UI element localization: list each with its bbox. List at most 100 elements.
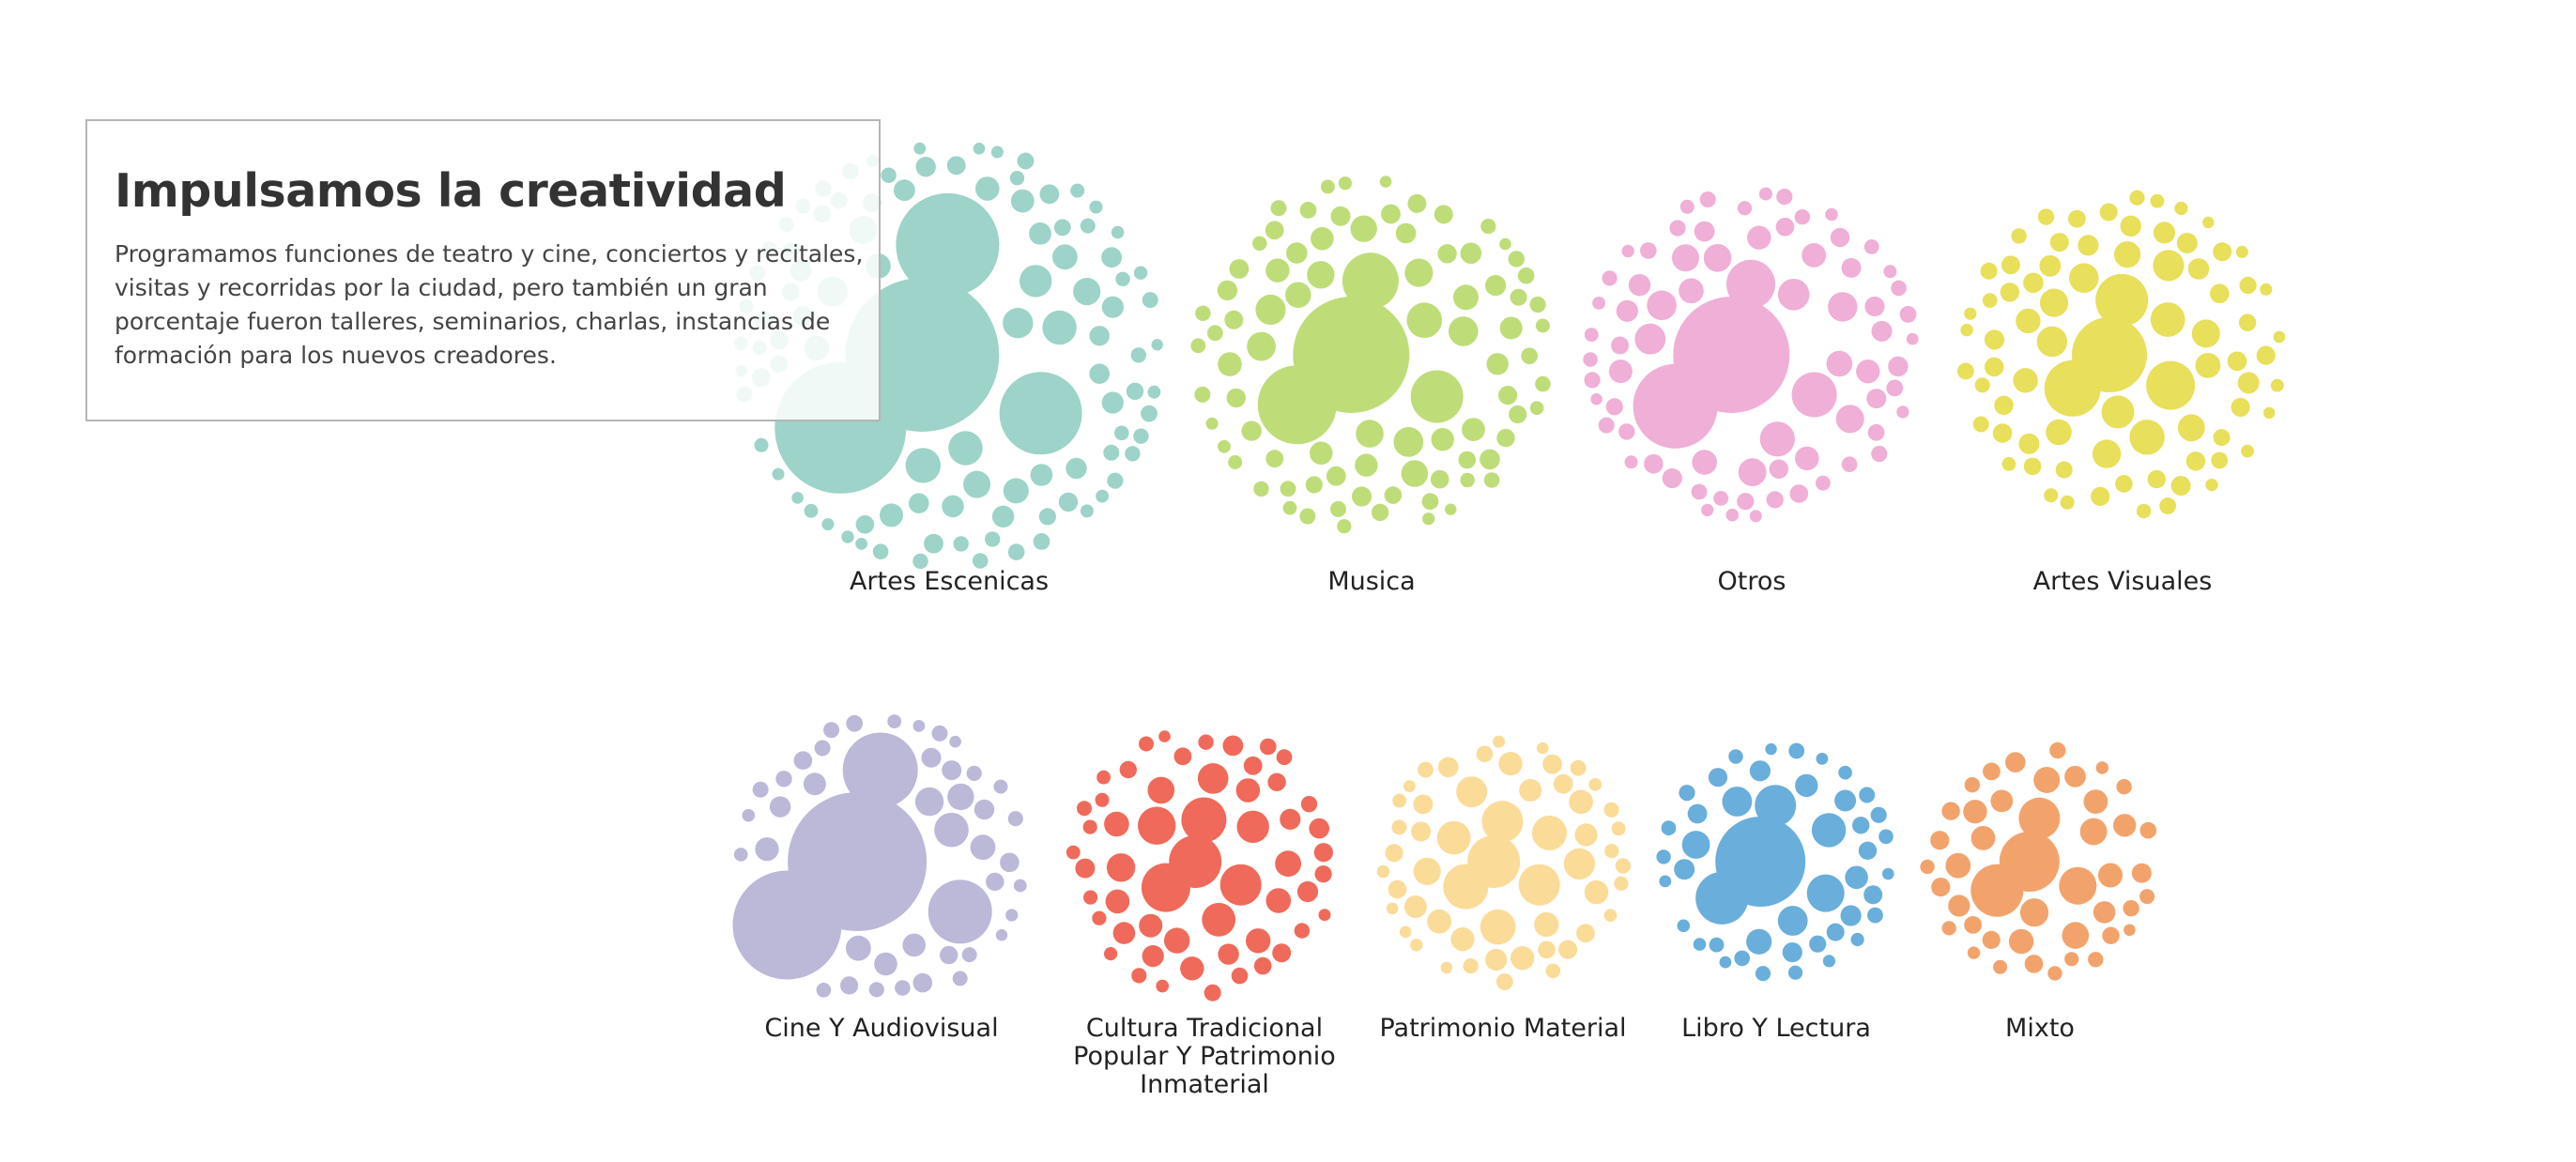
bubble [1296,880,1319,903]
bubble [1007,543,1025,560]
bubble [872,543,889,559]
bubble [1318,909,1331,922]
bubble [1775,218,1795,237]
bubble [1592,297,1605,310]
bubble [1410,939,1423,952]
bubble [1342,252,1399,310]
bubble [1662,467,1682,489]
bubble [942,760,962,781]
bubble [1005,909,1019,922]
bubble [1381,204,1401,224]
bubble [1480,449,1500,470]
bubble [1299,508,1316,525]
bubble [1769,459,1789,479]
cluster-3 [1957,190,2286,519]
bubble [1888,356,1909,377]
bubble [1806,874,1845,912]
category-label-otros: Otros [1717,567,1786,596]
bubble [1535,375,1551,392]
bubble [1255,294,1286,326]
bubble [915,157,936,177]
bubble [1231,967,1249,985]
bubble [1519,779,1542,802]
bubble [1672,244,1699,272]
bubble [1126,382,1144,401]
bubble [1384,486,1403,504]
bubble [1941,921,1956,936]
bubble [1616,299,1638,322]
bubble [1787,965,1803,980]
bubble [1173,747,1192,766]
bubble [804,503,819,518]
bubble [1272,943,1292,963]
bubble [1101,247,1122,268]
bubble [2008,928,2034,955]
bubble [1964,307,1977,320]
bubble [1535,318,1550,333]
bubble [2102,926,2120,944]
bubble [1058,492,1079,512]
bubble [1687,803,1708,824]
bubble [1615,858,1632,874]
bubble [2177,414,2205,442]
bubble [1980,262,1998,280]
bubble [1403,895,1427,918]
bubble [1906,332,1919,345]
bubble [1294,923,1311,939]
bubble [793,751,813,770]
bubble [2139,889,2155,905]
bubble [1983,762,2001,781]
bubble [1532,815,1567,850]
bubble [1228,455,1243,469]
bubble [1080,218,1096,234]
bubble [975,176,1000,201]
bubble [2136,503,2152,519]
bubble [1480,909,1516,945]
bubble [2256,345,2276,365]
bubble [1351,486,1372,507]
bubble [1755,966,1771,982]
bubble [2187,258,2210,280]
bubble [909,493,929,513]
bubble [1496,428,1515,448]
bubble [1737,201,1753,216]
bubble [1437,244,1457,264]
bubble [985,531,1001,547]
bubble [1483,472,1500,488]
bubble [2238,313,2257,331]
bubble [2147,469,2166,489]
bubble [1758,187,1772,201]
bubble [2113,814,2137,837]
bubble [1338,176,1352,191]
bubble [880,503,903,527]
bubble [1755,785,1797,827]
bubble [1141,863,1190,912]
bubble [1156,979,1169,993]
bubble [2120,215,2141,237]
bubble [2019,898,2049,927]
bubble [1674,859,1695,880]
bubble [1141,405,1158,422]
bubble [1747,225,1771,250]
bubble [1226,388,1247,408]
bubble [1802,243,1827,268]
category-label-artes-visuales: Artes Visuales [2032,567,2213,596]
bubble [1139,736,1154,752]
bubble [1782,942,1802,963]
bubble [1286,242,1308,264]
bubble [1207,325,1223,342]
bubble [1440,961,1453,974]
bubble [2191,319,2220,348]
bubble [2083,789,2108,814]
bubble [1870,806,1887,823]
bubble [1224,310,1244,329]
bubble [1708,768,1728,787]
bubble [1858,841,1878,860]
bubble [1510,946,1535,971]
bubble [855,538,867,550]
bubble [1830,227,1850,248]
bubble [1458,451,1477,469]
cluster-6 [1376,735,1632,990]
bubble [1326,466,1346,486]
bubble [1197,763,1229,794]
